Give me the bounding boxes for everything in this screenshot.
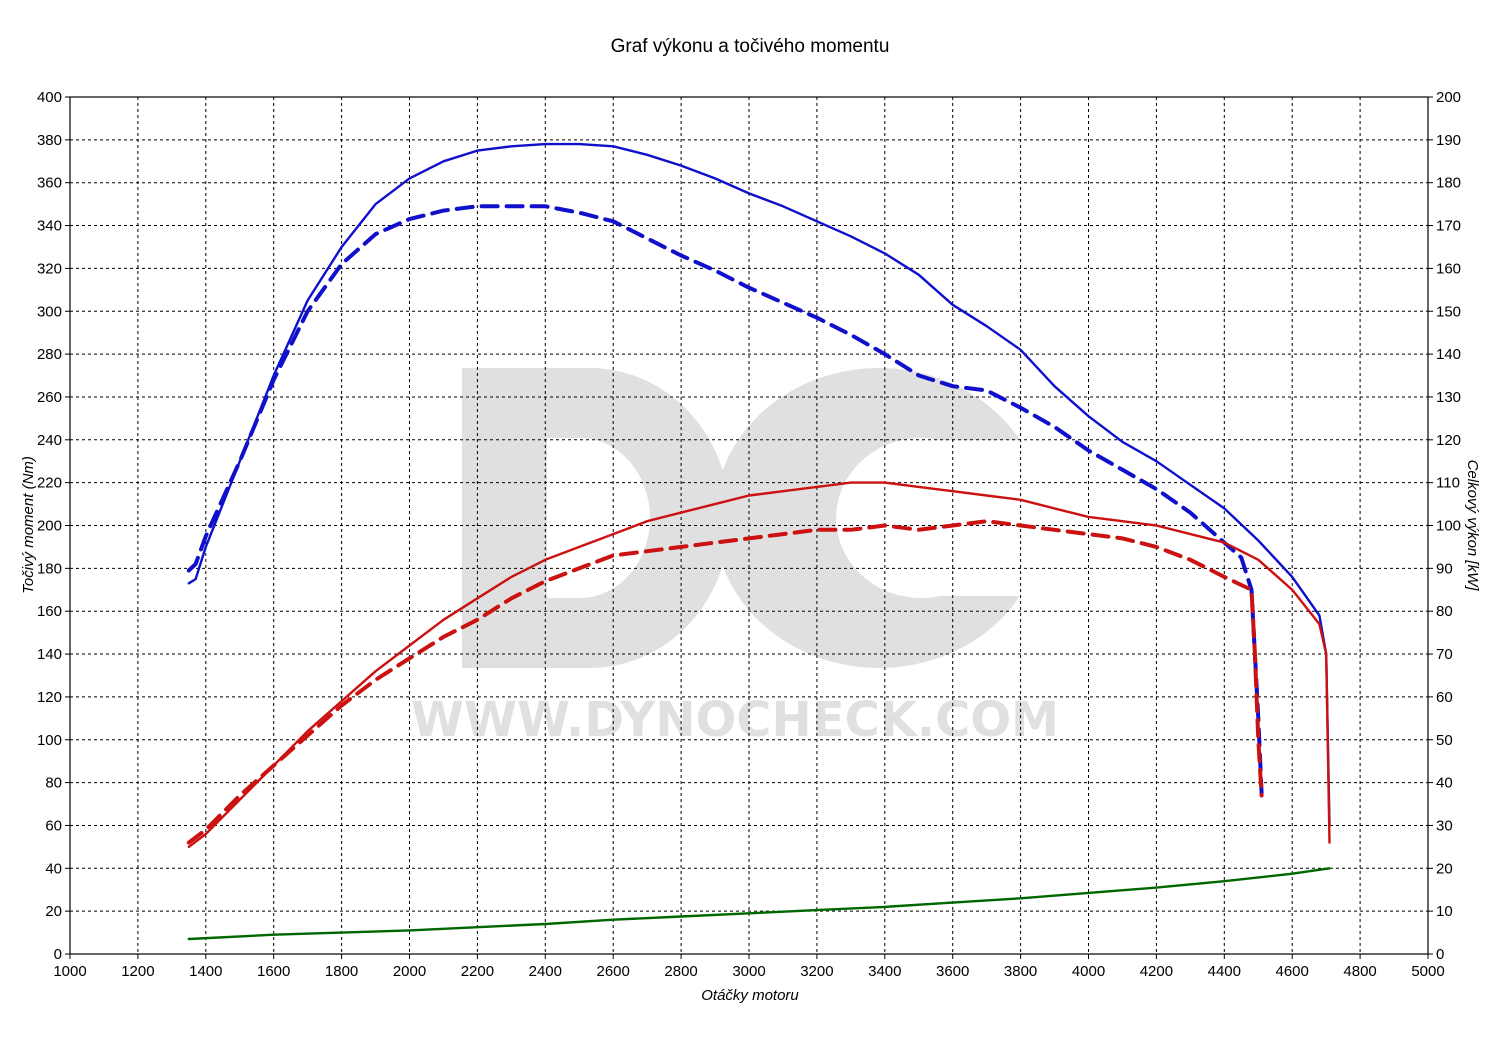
x-tick-label: 4200 <box>1140 963 1173 980</box>
y-right-tick-label: 0 <box>1436 946 1444 963</box>
x-tick-label: 3400 <box>868 963 901 980</box>
y-right-tick-label: 20 <box>1436 860 1453 877</box>
y-left-tick-label: 180 <box>37 560 62 577</box>
y-left-tick-label: 0 <box>54 946 62 963</box>
x-tick-label: 2800 <box>664 963 697 980</box>
y-right-tick-label: 30 <box>1436 817 1453 834</box>
series-line-2 <box>186 204 1264 796</box>
x-tick-label: 1600 <box>257 963 290 980</box>
series-line-5 <box>187 867 1331 941</box>
watermark-text: WWW.DYNOCHECK.COM <box>411 692 1059 748</box>
y-right-tick-label: 120 <box>1436 432 1461 449</box>
y-right-tick-label: 50 <box>1436 732 1453 749</box>
y-left-tick-label: 100 <box>37 732 62 749</box>
y-left-tick-label: 260 <box>37 389 62 406</box>
series-line-1 <box>187 142 1331 827</box>
y-left-tick-label: 140 <box>37 646 62 663</box>
y-right-tick-label: 190 <box>1436 132 1461 149</box>
x-tick-label: 4600 <box>1276 963 1309 980</box>
series-line-3 <box>187 481 1331 849</box>
y-right-tick-label: 200 <box>1436 89 1461 106</box>
y-right-tick-label: 60 <box>1436 689 1453 706</box>
x-tick-label: 3000 <box>732 963 765 980</box>
grid <box>70 97 1428 954</box>
watermark: WWW.DYNOCHECK.COM <box>411 368 1059 748</box>
y-right-tick-label: 70 <box>1436 646 1453 663</box>
x-tick-label: 3800 <box>1004 963 1037 980</box>
y-left-tick-label: 60 <box>45 817 62 834</box>
y-left-tick-label: 380 <box>37 132 62 149</box>
y-right-tick-label: 140 <box>1436 346 1461 363</box>
y-left-tick-label: 400 <box>37 89 62 106</box>
ticks-layer: 1000 1200 1400 1600 1800 2000 2200 2400 2600 2800… <box>37 89 1461 980</box>
x-tick-label: 1000 <box>53 963 86 980</box>
y-left-tick-label: 360 <box>37 175 62 192</box>
x-tick-label: 2200 <box>461 963 494 980</box>
watermark-logo-d <box>462 368 730 668</box>
x-tick-label: 2600 <box>597 963 630 980</box>
y-right-tick-label: 90 <box>1436 560 1453 577</box>
x-tick-label: 5000 <box>1411 963 1444 980</box>
x-axis-label: Otáčky motoru <box>701 987 799 1004</box>
x-tick-label: 1800 <box>325 963 358 980</box>
y-left-tick-label: 40 <box>45 860 62 877</box>
y-left-tick-label: 240 <box>37 432 62 449</box>
watermark-logo-c <box>714 368 1020 669</box>
y-left-tick-label: 20 <box>45 903 62 920</box>
x-tick-label: 4400 <box>1208 963 1241 980</box>
x-tick-label: 3200 <box>800 963 833 980</box>
x-tick-label: 4000 <box>1072 963 1105 980</box>
series-line-4 <box>186 519 1264 845</box>
y-left-tick-label: 280 <box>37 346 62 363</box>
y-left-tick-label: 160 <box>37 603 62 620</box>
y-right-tick-label: 170 <box>1436 218 1461 235</box>
y-left-tick-label: 340 <box>37 218 62 235</box>
x-tick-label: 2400 <box>529 963 562 980</box>
y-axis-left-label: Točivý moment (Nm) <box>20 456 37 594</box>
y-left-tick-label: 80 <box>45 775 62 792</box>
chart-title: Graf výkonu a točivého momentu <box>611 36 890 57</box>
y-left-tick-label: 200 <box>37 518 62 535</box>
y-right-tick-label: 180 <box>1436 175 1461 192</box>
y-right-tick-label: 160 <box>1436 260 1461 277</box>
x-tick-label: 4800 <box>1343 963 1376 980</box>
y-left-tick-label: 120 <box>37 689 62 706</box>
x-tick-label: 2000 <box>393 963 426 980</box>
y-right-tick-label: 10 <box>1436 903 1453 920</box>
y-left-tick-label: 320 <box>37 260 62 277</box>
x-tick-label: 3600 <box>936 963 969 980</box>
y-right-tick-label: 40 <box>1436 775 1453 792</box>
x-tick-label: 1400 <box>189 963 222 980</box>
series-layer <box>186 142 1331 941</box>
y-right-tick-label: 110 <box>1436 475 1460 492</box>
y-left-tick-label: 300 <box>37 303 62 320</box>
y-left-tick-label: 220 <box>37 475 62 492</box>
x-tick-label: 1200 <box>121 963 154 980</box>
y-right-tick-label: 150 <box>1436 303 1461 320</box>
y-right-tick-label: 80 <box>1436 603 1453 620</box>
y-right-tick-label: 100 <box>1436 518 1461 535</box>
y-axis-right-label: Celkový výkon [kW] <box>1464 460 1481 592</box>
y-right-tick-label: 130 <box>1436 389 1461 406</box>
